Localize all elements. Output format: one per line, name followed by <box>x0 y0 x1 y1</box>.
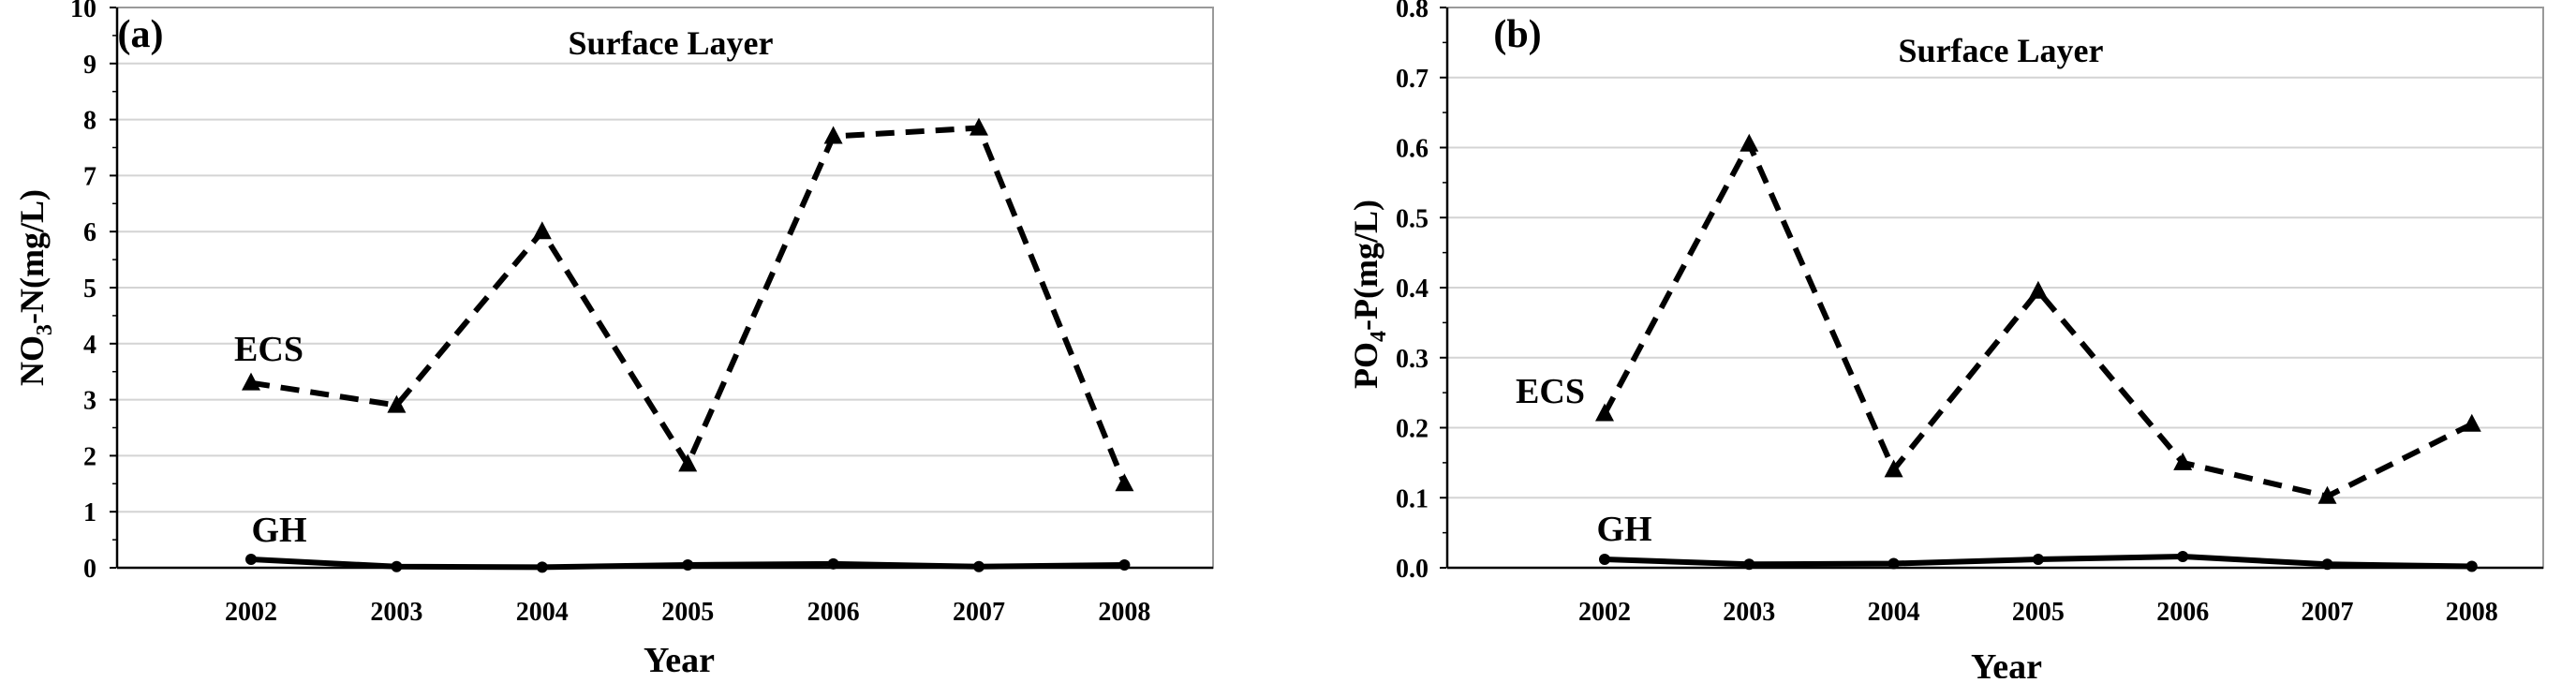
data-point-ecs <box>1115 473 1134 492</box>
panel-label: (a) <box>118 13 164 56</box>
data-point-gh <box>2032 554 2044 566</box>
data-point-ecs <box>387 394 407 413</box>
x-tick-label: 2006 <box>2156 598 2209 627</box>
data-point-gh <box>1743 558 1755 571</box>
x-tick-label: 2007 <box>2302 598 2354 627</box>
series-label-ecs: ECS <box>1516 372 1585 411</box>
x-tick-label: 2006 <box>807 598 860 627</box>
data-point-ecs <box>2173 452 2193 470</box>
y-tick-label: 4 <box>83 331 96 360</box>
y-tick-label: 9 <box>83 51 96 80</box>
x-tick-label: 2004 <box>516 598 569 627</box>
x-tick-label: 2004 <box>1868 598 1920 627</box>
x-tick-label: 2005 <box>2012 598 2065 627</box>
y-axis-label-subscript: 4 <box>1367 331 1391 342</box>
y-tick-label: 1 <box>83 498 96 527</box>
y-tick-label: 8 <box>83 107 96 136</box>
data-point-ecs <box>2317 485 2337 504</box>
y-tick-label: 5 <box>83 275 96 304</box>
y-tick-label: 6 <box>83 218 96 247</box>
series-label-gh: GH <box>1596 510 1651 549</box>
data-point-gh <box>391 560 403 572</box>
data-point-ecs <box>532 221 552 240</box>
series-label-gh: GH <box>251 511 306 550</box>
data-point-gh <box>827 557 839 570</box>
series-line-ecs <box>250 125 1128 485</box>
y-tick-label: 0.5 <box>1396 204 1429 233</box>
y-tick-label: 0 <box>83 555 96 584</box>
y-axis-label-main: PO <box>1347 342 1384 389</box>
data-point-ecs <box>823 126 843 144</box>
y-tick-label: 2 <box>83 442 96 471</box>
x-tick-label: 2002 <box>225 598 277 627</box>
series-label-ecs: ECS <box>234 330 303 369</box>
data-point-gh <box>1888 557 1900 570</box>
chart-title: Surface Layer <box>569 24 774 62</box>
data-point-gh <box>1599 554 1610 566</box>
data-point-ecs <box>2028 280 2048 299</box>
data-point-ecs <box>678 453 698 472</box>
x-tick-label: 2007 <box>953 598 1005 627</box>
y-tick-label: 7 <box>83 162 96 191</box>
y-axis-label-rest: -P(mg/L) <box>1347 200 1384 331</box>
x-axis-label: Year <box>644 641 715 678</box>
y-tick-label: 0.1 <box>1396 484 1429 513</box>
data-point-gh <box>2465 560 2478 572</box>
x-tick-label: 2005 <box>661 598 714 627</box>
y-tick-label: 0.4 <box>1396 275 1429 304</box>
panel-label: (b) <box>1493 13 1541 56</box>
y-axis-label-main: NO <box>13 335 51 386</box>
data-point-ecs <box>1884 459 1903 478</box>
y-axis-label-subscript: 3 <box>33 324 57 335</box>
y-tick-label: 10 <box>70 0 96 23</box>
chart-panel-a: 0 1 2 3 4 5 6 7 8 9 10 2002 2003 2004 2005 2006 2007 2008… <box>13 0 1214 680</box>
y-tick-label: 0.7 <box>1396 65 1429 94</box>
x-axis-label: Year <box>1971 647 2042 678</box>
data-point-ecs <box>1595 403 1614 422</box>
data-point-gh <box>682 559 694 572</box>
x-tick-label: 2003 <box>370 598 422 627</box>
chart-panel-b: 0.0 0.1 0.2 0.3 0.4 0.5 0.6 0.7 0.8 2002 2003 2004 2… <box>1347 0 2544 683</box>
y-tick-label: 3 <box>83 387 96 416</box>
y-axis-label-rest: -N(mg/L) <box>13 189 51 324</box>
y-tick-label: 0.8 <box>1396 0 1429 23</box>
y-tick-label: 0.0 <box>1396 555 1429 584</box>
data-point-ecs <box>242 372 260 391</box>
data-point-ecs <box>2462 413 2481 432</box>
chart-title: Surface Layer <box>1899 32 2104 69</box>
y-tick-label: 0.2 <box>1396 415 1429 444</box>
series-line-ecs <box>1602 141 2474 499</box>
data-point-gh <box>1118 559 1131 572</box>
data-point-gh <box>245 554 257 566</box>
x-tick-label: 2008 <box>1098 598 1150 627</box>
y-axis-label: PO4-P(mg/L) <box>1347 200 1391 389</box>
data-point-ecs <box>970 117 988 136</box>
y-tick-label: 0.3 <box>1396 345 1429 374</box>
data-point-gh <box>536 561 548 573</box>
data-point-gh <box>2177 551 2189 563</box>
y-axis-label: NO3-N(mg/L) <box>13 189 57 386</box>
x-tick-label: 2003 <box>1723 598 1775 627</box>
data-point-gh <box>2321 558 2333 571</box>
data-point-gh <box>973 560 985 572</box>
x-tick-label: 2008 <box>2446 598 2498 627</box>
y-tick-label: 0.6 <box>1396 135 1429 164</box>
x-tick-label: 2002 <box>1578 598 1631 627</box>
data-point-ecs <box>1740 133 1759 152</box>
